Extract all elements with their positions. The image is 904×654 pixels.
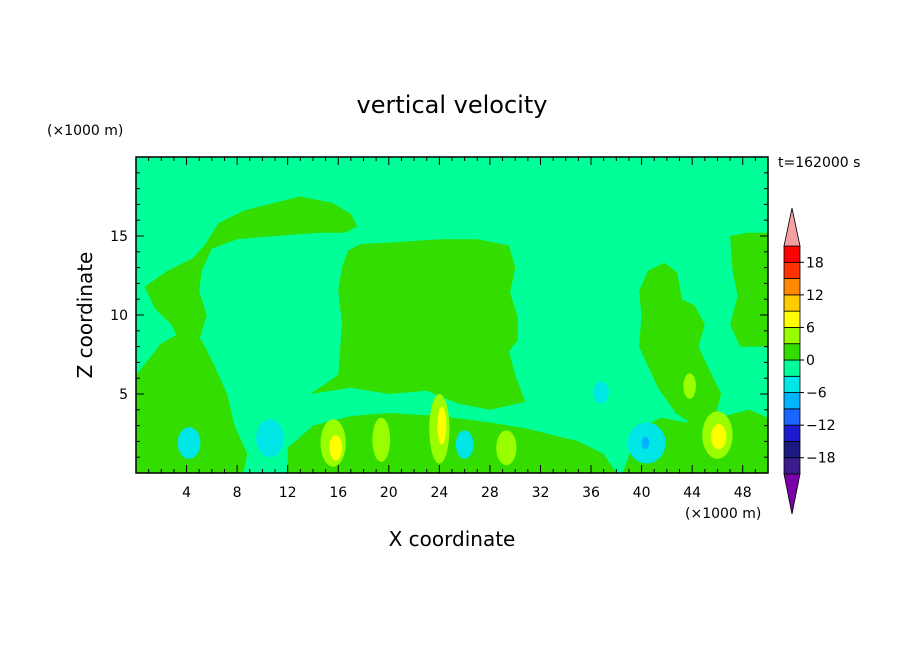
x-tick-label: 28 [481, 485, 499, 501]
y-ticks: 5 10 15 [110, 172, 768, 458]
colorbar: 18 12 6 0 −6 −12 −18 [783, 207, 836, 515]
region-surface-band [287, 413, 617, 473]
colorbar-segment [783, 424, 801, 442]
colorbar-segment [783, 441, 801, 459]
x-tick-label: 40 [633, 485, 651, 501]
colorbar-tick-label: −18 [806, 451, 836, 467]
region-downdraft-40km-core [641, 436, 650, 450]
colorbar-tick-label: −12 [806, 418, 836, 434]
region-updraft-29km [496, 430, 517, 466]
region-updraft-46km-core [711, 424, 727, 450]
x-ticks: 4 8 12 16 20 24 28 32 36 40 44 48 [148, 157, 756, 501]
x-unit-label: (×1000 m) [685, 506, 761, 522]
colorbar-segment [783, 245, 801, 263]
y-axis-label: Z coordinate [73, 252, 97, 379]
region-downdraft-26km [455, 430, 474, 459]
colorbar-segment [783, 261, 801, 279]
region-updraft-16km-core [329, 435, 343, 461]
colorbar-segment [783, 327, 801, 345]
x-tick-label: 48 [734, 485, 752, 501]
colorbar-segment [783, 294, 801, 312]
region-far-right-band [730, 232, 768, 347]
y-unit-label: (×1000 m) [47, 123, 123, 139]
chart-title: vertical velocity [357, 91, 548, 119]
colorbar-segment [783, 457, 801, 475]
colorbar-tick-label: 0 [806, 353, 815, 369]
x-axis-label: X coordinate [389, 527, 516, 551]
x-tick-label: 44 [683, 485, 701, 501]
colorbar-segment [783, 310, 801, 328]
region-upper-left-upward-band [144, 196, 358, 355]
x-tick-label: 36 [582, 485, 600, 501]
x-tick-label: 16 [329, 485, 347, 501]
colorbar-segment [783, 392, 801, 410]
region-updraft-44km [683, 373, 696, 399]
colorbar-segment [783, 343, 801, 361]
region-downdraft-4km [177, 427, 201, 459]
colorbar-min-arrow [783, 473, 801, 515]
colorbar-segment [783, 408, 801, 426]
region-lower-left-band [136, 332, 248, 473]
region-central-updraft-column [310, 239, 526, 410]
time-label: t=162000 s [778, 155, 860, 171]
x-tick-label: 32 [532, 485, 550, 501]
x-tick-label: 4 [182, 485, 191, 501]
region-right-updraft-column [639, 262, 722, 424]
colorbar-tick-label: 18 [806, 255, 824, 271]
region-updraft-24km-core [437, 406, 447, 445]
colorbar-tick-label: 6 [806, 320, 815, 336]
colorbar-tick-label: 12 [806, 288, 824, 304]
colorbar-max-arrow [783, 207, 801, 247]
y-tick-label: 5 [119, 387, 128, 403]
x-tick-label: 8 [233, 485, 242, 501]
x-tick-label: 12 [279, 485, 297, 501]
x-tick-label: 20 [380, 485, 398, 501]
colorbar-tick-label: −6 [806, 386, 827, 402]
region-downdraft-11km-core [263, 431, 277, 451]
x-tick-label: 24 [430, 485, 448, 501]
colorbar-segment [783, 278, 801, 296]
region-downdraft-37km [593, 381, 609, 404]
colorbar-segment [783, 359, 801, 377]
region-updraft-19km [372, 417, 391, 462]
colorbar-segment [783, 375, 801, 393]
y-tick-label: 15 [110, 229, 128, 245]
regions-layer [136, 196, 768, 473]
y-tick-label: 10 [110, 308, 128, 324]
